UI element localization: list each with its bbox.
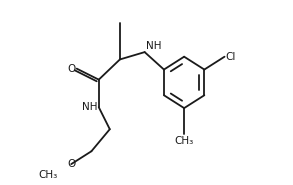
Text: NH: NH bbox=[82, 102, 98, 112]
Text: NH: NH bbox=[146, 41, 161, 51]
Text: CH₃: CH₃ bbox=[175, 136, 194, 146]
Text: CH₃: CH₃ bbox=[38, 170, 57, 180]
Text: O: O bbox=[68, 64, 76, 74]
Text: O: O bbox=[67, 159, 75, 169]
Text: Cl: Cl bbox=[225, 52, 236, 62]
